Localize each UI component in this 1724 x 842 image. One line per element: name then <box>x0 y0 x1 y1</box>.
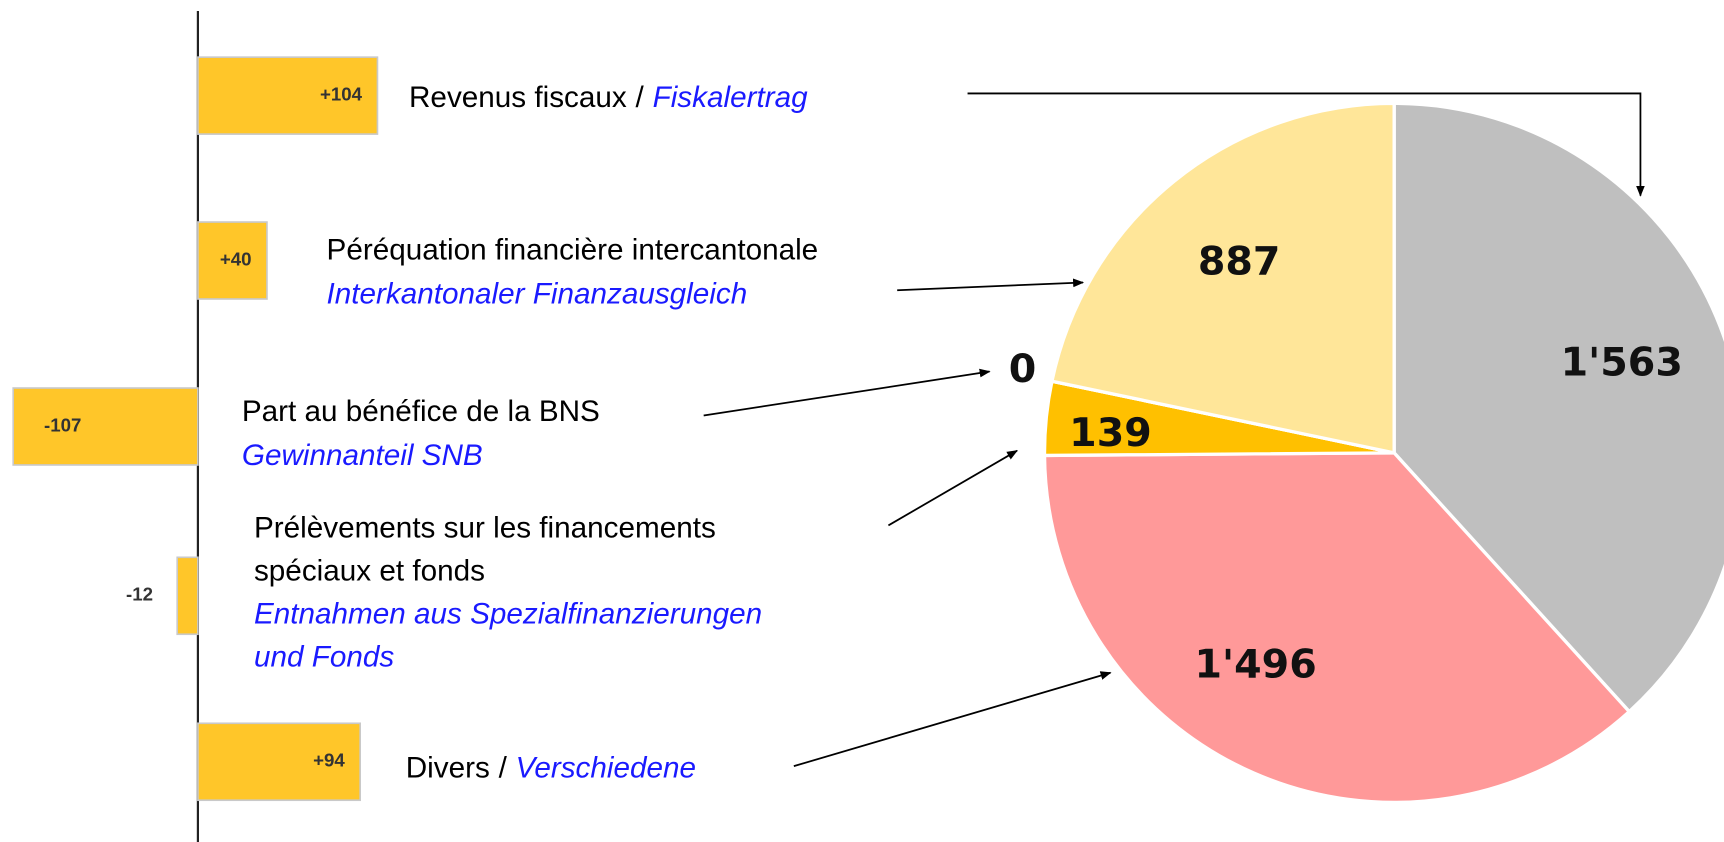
slice-label: 0 <box>1009 346 1037 392</box>
value-label: +104 <box>320 84 363 105</box>
arrow <box>703 368 991 417</box>
value-label: +40 <box>220 248 252 269</box>
bar <box>176 556 199 636</box>
arrow <box>897 278 1085 292</box>
bar <box>12 387 199 466</box>
label-fr: Péréquation financière intercantonale <box>327 234 819 267</box>
label-de: Fiskalertrag <box>653 81 809 114</box>
slice-label: 887 <box>1198 238 1281 284</box>
label-fr: spéciaux et fonds <box>254 555 485 588</box>
label-fr: Revenus fiscaux <box>409 81 627 114</box>
value-label: -107 <box>44 414 81 435</box>
category-label: Divers / Verschiedene <box>406 751 696 784</box>
slice-label: 139 <box>1069 410 1152 456</box>
arrow <box>887 449 1018 527</box>
arrow <box>793 671 1112 767</box>
label-fr: Prélèvements sur les financements <box>254 512 716 545</box>
bar <box>197 221 268 300</box>
label-fr: Divers <box>406 751 490 784</box>
separator: / <box>499 751 508 784</box>
label-de: Entnahmen aus Spezialfinanzierungen <box>254 597 762 630</box>
arrow <box>967 92 1645 197</box>
pie-slice <box>1042 451 1632 805</box>
arrows <box>703 92 1645 767</box>
label-fr: Part au bénéfice de la BNS <box>242 395 600 428</box>
pie-slice <box>1049 101 1396 455</box>
label-de: und Fonds <box>254 640 394 673</box>
label-de: Interkantonaler Finanzausgleich <box>327 278 748 311</box>
label-de: Gewinnanteil SNB <box>242 439 483 472</box>
value-label: -12 <box>126 584 153 605</box>
value-label: +94 <box>313 750 345 771</box>
bar <box>197 722 362 802</box>
category-label: Revenus fiscaux / Fiskalertrag <box>409 81 808 114</box>
pie-slice <box>1392 101 1724 714</box>
separator: / <box>636 81 645 114</box>
slice-label: 1'496 <box>1194 642 1316 688</box>
label-de: Verschiedene <box>516 751 696 784</box>
bar <box>197 56 379 135</box>
slice-label: 1'563 <box>1561 339 1683 385</box>
